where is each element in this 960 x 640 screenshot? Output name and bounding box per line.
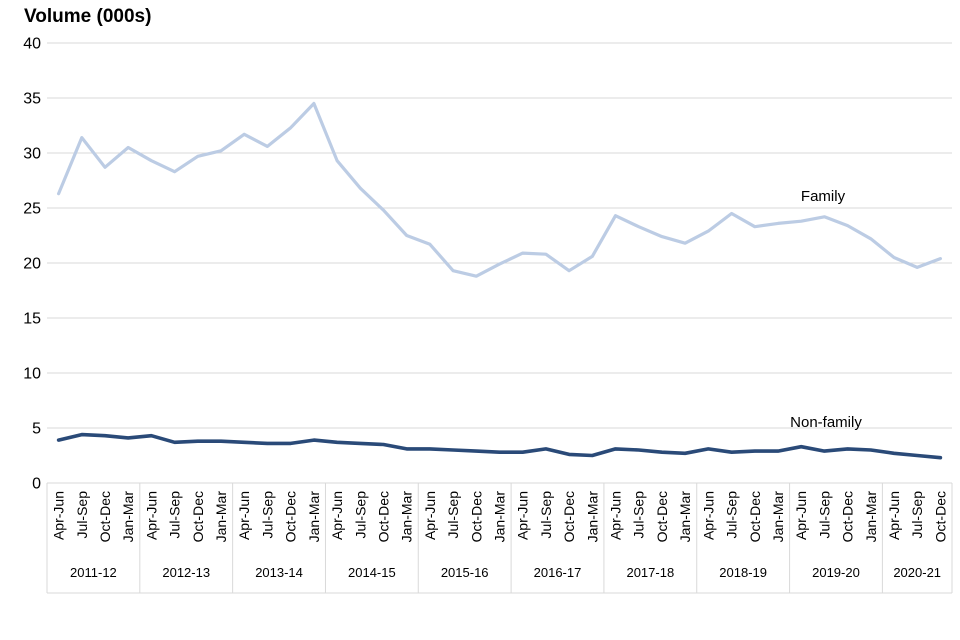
x-quarter-label: Apr-Jun	[886, 491, 902, 540]
x-quarter-label: Jan-Mar	[306, 491, 322, 543]
x-quarter-label: Oct-Dec	[97, 491, 113, 542]
y-tick-label: 10	[23, 366, 41, 383]
x-year-label: 2017-18	[626, 565, 674, 580]
x-quarter-label: Jul-Sep	[445, 491, 461, 539]
y-tick-label: 5	[32, 421, 41, 438]
y-tick-label: 15	[23, 311, 41, 328]
x-quarter-label: Jul-Sep	[724, 491, 740, 539]
x-year-label: 2012-13	[162, 565, 210, 580]
x-quarter-label: Jul-Sep	[74, 491, 90, 539]
x-year-label: 2019-20	[812, 565, 860, 580]
x-quarter-label: Jan-Mar	[863, 491, 879, 543]
x-year-label: 2011-12	[70, 565, 117, 580]
x-year-label: 2014-15	[348, 565, 396, 580]
x-quarter-label: Jul-Sep	[167, 491, 183, 539]
x-quarter-label: Oct-Dec	[561, 491, 577, 542]
x-quarter-label: Oct-Dec	[190, 491, 206, 542]
x-year-label: 2020-21	[893, 565, 941, 580]
series-label-family: Family	[801, 188, 846, 205]
x-quarter-label: Jul-Sep	[631, 491, 647, 539]
x-quarter-label: Apr-Jun	[143, 491, 159, 540]
x-quarter-label: Jul-Sep	[909, 491, 925, 539]
series-label-non-family: Non-family	[790, 414, 862, 431]
x-quarter-label: Jul-Sep	[259, 491, 275, 539]
series-line-non-family	[56, 432, 943, 460]
x-quarter-label: Jul-Sep	[352, 491, 368, 539]
x-quarter-label: Jan-Mar	[213, 491, 229, 543]
x-quarter-label: Jul-Sep	[816, 491, 832, 539]
x-quarter-label: Apr-Jun	[700, 491, 716, 540]
y-tick-label: 20	[23, 256, 41, 273]
y-tick-label: 35	[23, 91, 41, 108]
x-quarter-label: Jan-Mar	[399, 491, 415, 543]
x-quarter-label: Jan-Mar	[120, 491, 136, 543]
y-tick-label: 25	[23, 201, 41, 218]
x-quarter-label: Jul-Sep	[538, 491, 554, 539]
x-quarter-label: Oct-Dec	[375, 491, 391, 542]
y-tick-label: 0	[32, 476, 41, 493]
x-quarter-label: Jan-Mar	[492, 491, 508, 543]
y-tick-label: 30	[23, 146, 41, 163]
y-tick-label: 40	[23, 36, 41, 53]
chart-title: Volume (000s)	[24, 6, 152, 27]
x-year-label: 2016-17	[534, 565, 582, 580]
x-quarter-label: Jan-Mar	[770, 491, 786, 543]
x-quarter-label: Apr-Jun	[515, 491, 531, 540]
x-quarter-label: Oct-Dec	[932, 491, 948, 542]
x-quarter-label: Oct-Dec	[747, 491, 763, 542]
x-quarter-label: Jan-Mar	[584, 491, 600, 543]
x-year-label: 2015-16	[441, 565, 489, 580]
x-quarter-label: Apr-Jun	[793, 491, 809, 540]
x-quarter-label: Apr-Jun	[422, 491, 438, 540]
x-quarter-label: Oct-Dec	[468, 491, 484, 542]
x-quarter-label: Oct-Dec	[654, 491, 670, 542]
x-quarter-label: Jan-Mar	[677, 491, 693, 543]
x-quarter-label: Apr-Jun	[329, 491, 345, 540]
x-quarter-label: Apr-Jun	[236, 491, 252, 540]
x-year-label: 2018-19	[719, 565, 767, 580]
x-quarter-label: Oct-Dec	[283, 491, 299, 542]
series-line-family	[56, 101, 943, 278]
x-quarter-label: Apr-Jun	[51, 491, 67, 540]
x-quarter-label: Apr-Jun	[608, 491, 624, 540]
x-year-label: 2013-14	[255, 565, 303, 580]
x-quarter-label: Oct-Dec	[840, 491, 856, 542]
